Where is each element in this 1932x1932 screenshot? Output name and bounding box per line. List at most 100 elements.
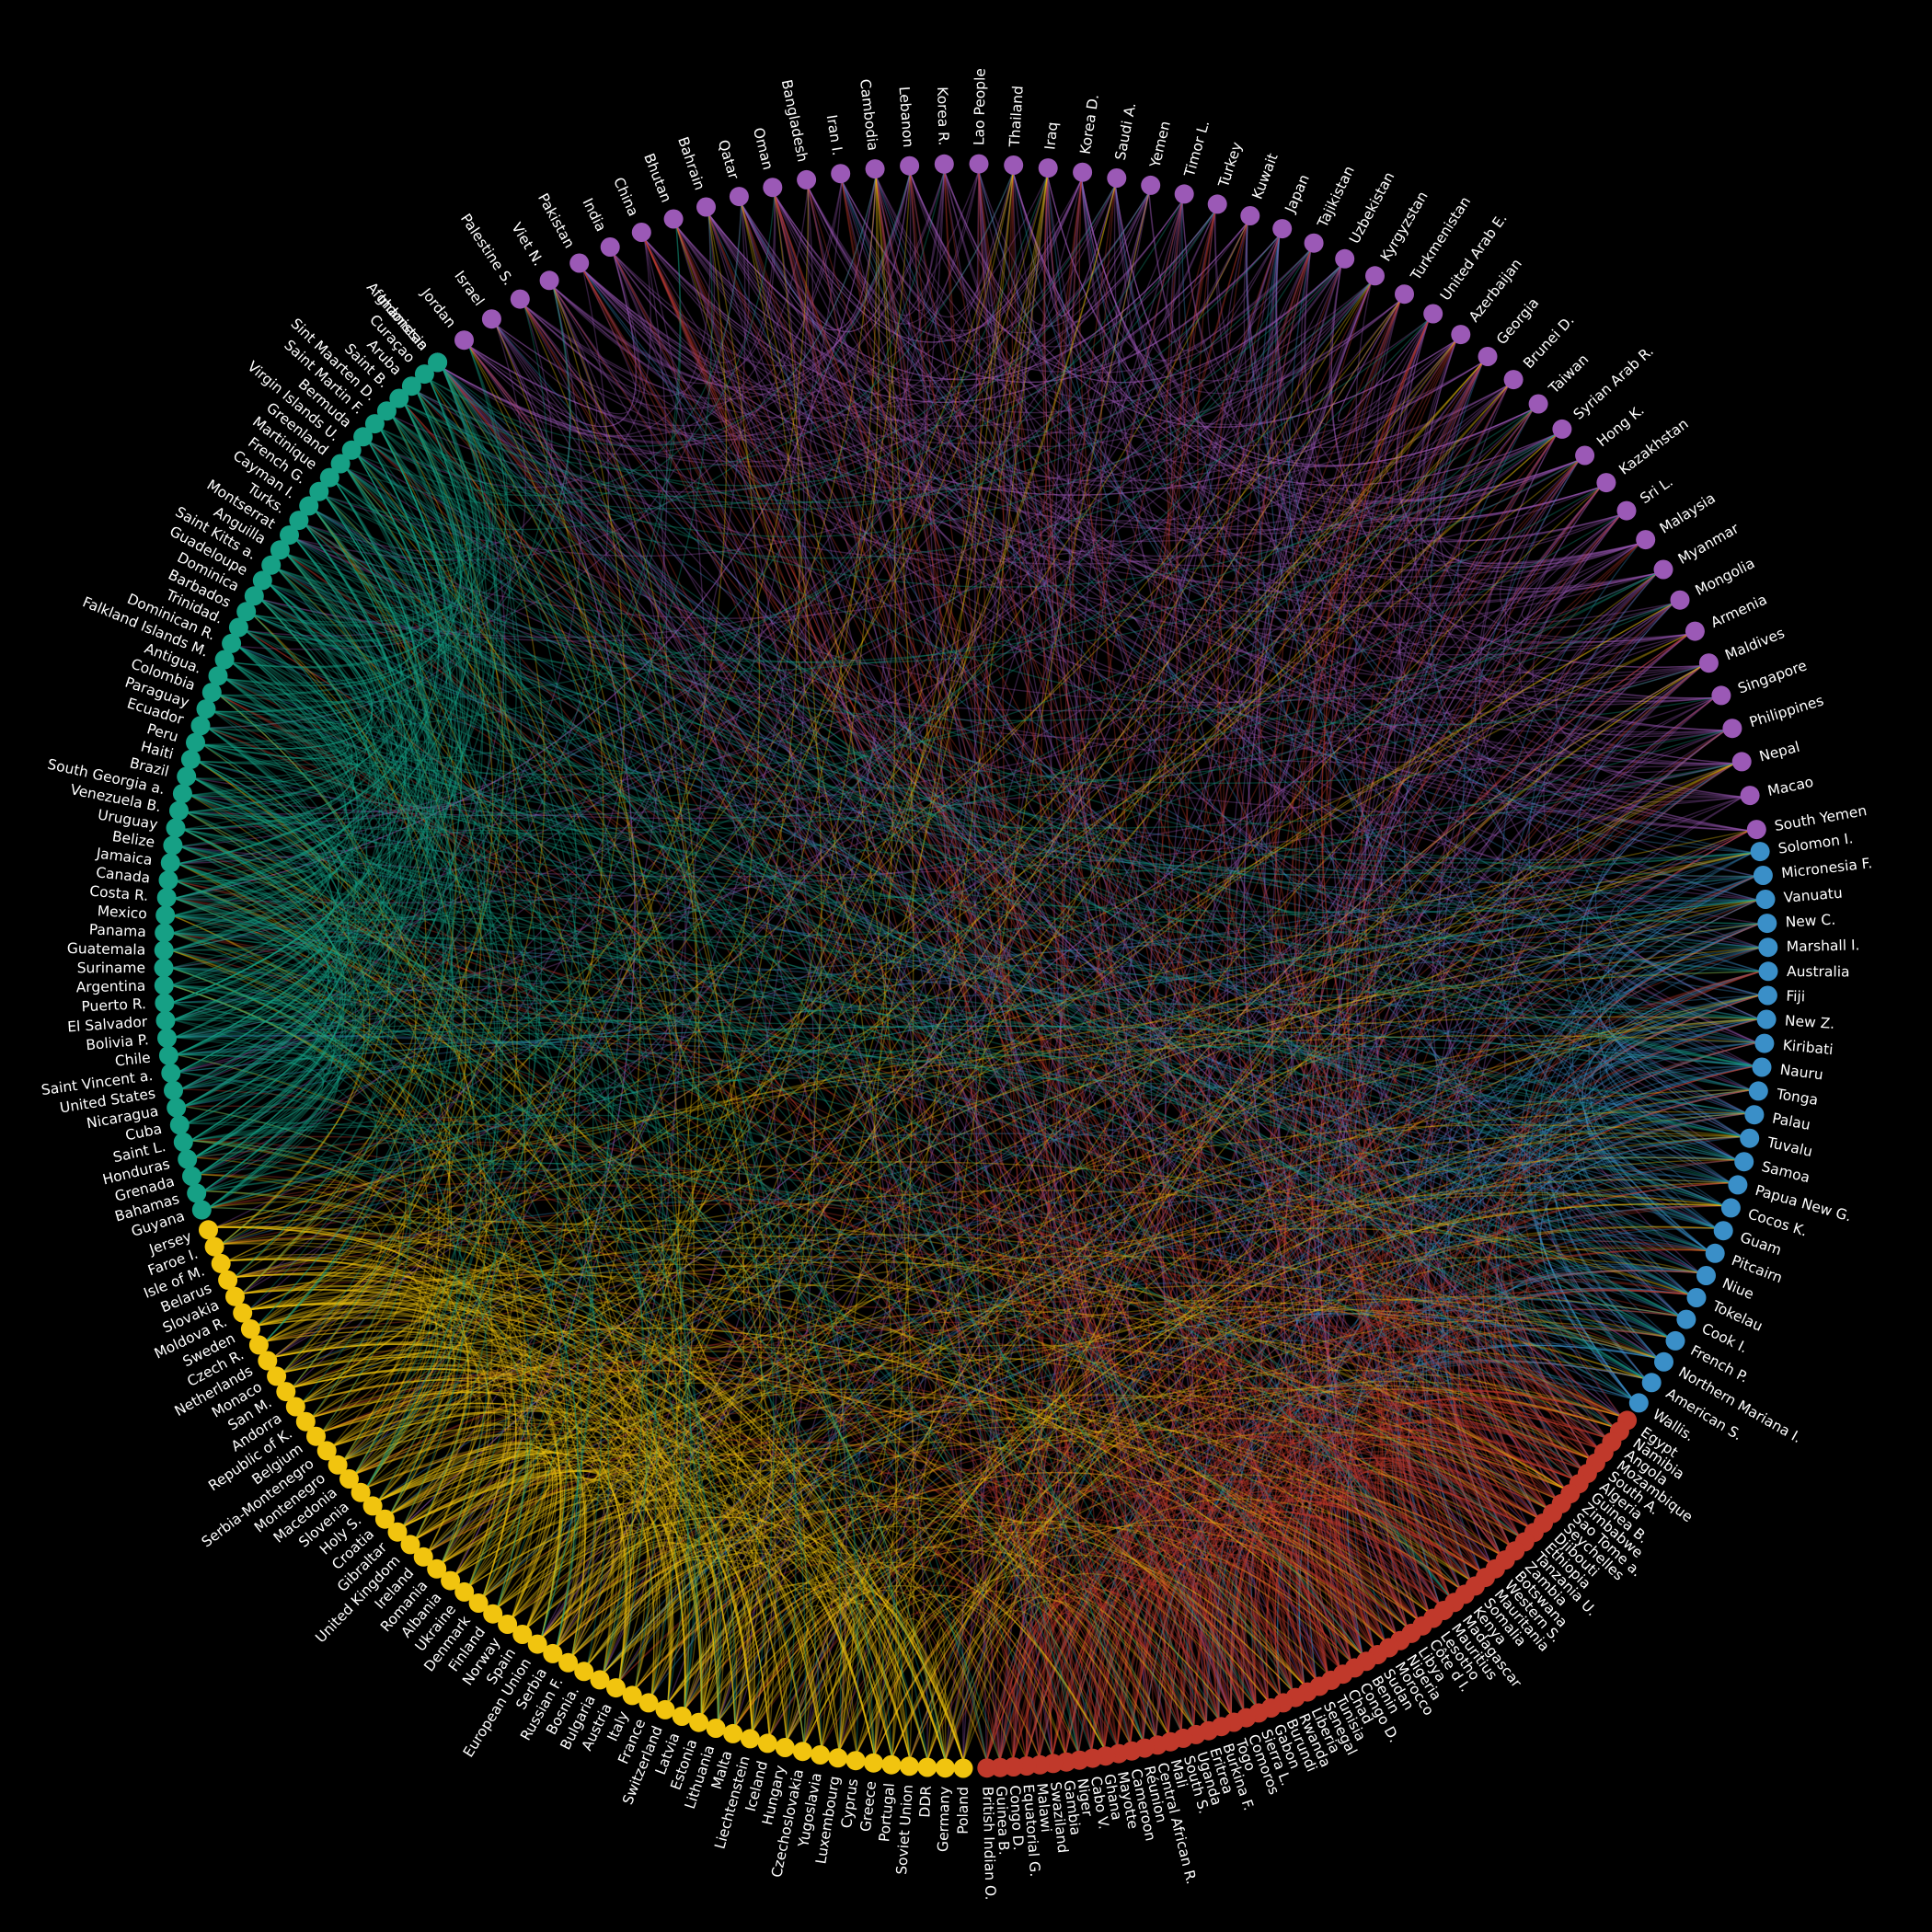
country-node[interactable] [811,1745,831,1765]
country-node[interactable] [154,958,174,978]
country-node[interactable] [468,1593,489,1613]
country-node[interactable] [400,1535,420,1555]
country-node[interactable] [155,1010,176,1030]
country-node[interactable] [1073,162,1093,182]
country-node[interactable] [427,1558,447,1579]
country-node[interactable] [590,1670,610,1690]
country-node[interactable] [155,993,175,1013]
country-node[interactable] [276,1382,296,1402]
country-node[interactable] [1731,752,1752,772]
country-node[interactable] [413,1547,433,1567]
country-node[interactable] [483,1604,503,1624]
country-node[interactable] [1757,985,1777,1006]
country-node[interactable] [935,1758,955,1778]
country-node[interactable] [689,1712,709,1732]
country-node[interactable] [638,1693,659,1713]
country-node[interactable] [160,853,180,873]
country-node[interactable] [845,1751,866,1771]
country-node[interactable] [178,1149,198,1169]
country-node[interactable] [1756,1009,1777,1029]
country-node[interactable] [428,352,448,373]
country-node[interactable] [1107,168,1127,188]
country-node[interactable] [414,364,434,385]
country-node[interactable] [167,1098,187,1118]
country-node[interactable] [1685,621,1705,641]
country-node[interactable] [512,1625,533,1644]
country-node[interactable] [729,187,749,207]
country-node[interactable] [569,253,590,273]
country-node[interactable] [180,749,201,769]
country-node[interactable] [1748,1081,1768,1101]
country-node[interactable] [374,1509,395,1529]
country-node[interactable] [154,975,174,995]
country-node[interactable] [270,540,290,560]
country-node[interactable] [316,1441,337,1461]
country-node[interactable] [258,1351,278,1371]
country-node[interactable] [330,454,351,474]
country-node[interactable] [706,1719,726,1738]
country-node[interactable] [655,1699,675,1719]
country-node[interactable] [543,1643,563,1663]
country-node[interactable] [1004,155,1024,175]
country-node[interactable] [233,1303,253,1323]
country-node[interactable] [539,270,559,291]
country-node[interactable] [953,1758,973,1778]
country-node[interactable] [1636,530,1656,550]
country-node[interactable] [1722,719,1742,739]
country-node[interactable] [1686,1288,1707,1307]
country-node[interactable] [1575,445,1595,466]
country-node[interactable] [1734,1152,1754,1172]
country-node[interactable] [1728,1175,1748,1195]
country-node[interactable] [1478,347,1498,366]
country-node[interactable] [1552,419,1572,439]
country-node[interactable] [319,467,339,488]
country-node[interactable] [1654,1351,1673,1372]
country-node[interactable] [163,835,183,856]
country-node[interactable] [1395,284,1414,305]
country-node[interactable] [1207,194,1227,214]
country-node[interactable] [831,164,851,184]
country-node[interactable] [622,1685,642,1706]
country-node[interactable] [341,440,362,460]
country-node[interactable] [169,800,189,821]
country-node[interactable] [1451,325,1471,345]
country-node[interactable] [792,1742,812,1762]
country-node[interactable] [899,1756,919,1777]
country-node[interactable] [285,1397,305,1417]
country-node[interactable] [606,1678,626,1698]
country-node[interactable] [208,666,228,686]
country-node[interactable] [1705,1243,1725,1263]
country-node[interactable] [969,154,989,174]
country-node[interactable] [309,481,329,501]
country-node[interactable] [351,1482,371,1502]
country-node[interactable] [917,1757,937,1777]
country-node[interactable] [1304,233,1324,253]
country-node[interactable] [1423,304,1443,324]
country-node[interactable] [1720,1198,1741,1218]
country-node[interactable] [1528,394,1548,414]
country-node[interactable] [204,1236,224,1257]
country-node[interactable] [1038,158,1058,178]
country-node[interactable] [1665,1330,1685,1351]
country-node[interactable] [631,223,651,242]
country-node[interactable] [1174,184,1194,204]
country-node[interactable] [1596,473,1616,493]
country-node[interactable] [401,376,421,397]
country-node[interactable] [1753,866,1773,885]
country-node[interactable] [977,1758,997,1778]
country-node[interactable] [191,1200,212,1220]
country-node[interactable] [218,1270,238,1290]
country-node[interactable] [934,154,954,174]
country-node[interactable] [1503,370,1524,390]
country-node[interactable] [574,1662,594,1682]
country-node[interactable] [454,330,474,351]
country-node[interactable] [1758,937,1778,958]
country-node[interactable] [1746,820,1766,840]
country-node[interactable] [155,923,175,943]
country-node[interactable] [161,1063,181,1083]
country-node[interactable] [196,699,216,719]
country-node[interactable] [498,1615,518,1634]
country-node[interactable] [1752,1057,1772,1077]
country-node[interactable] [1711,685,1731,706]
country-node[interactable] [865,159,885,179]
